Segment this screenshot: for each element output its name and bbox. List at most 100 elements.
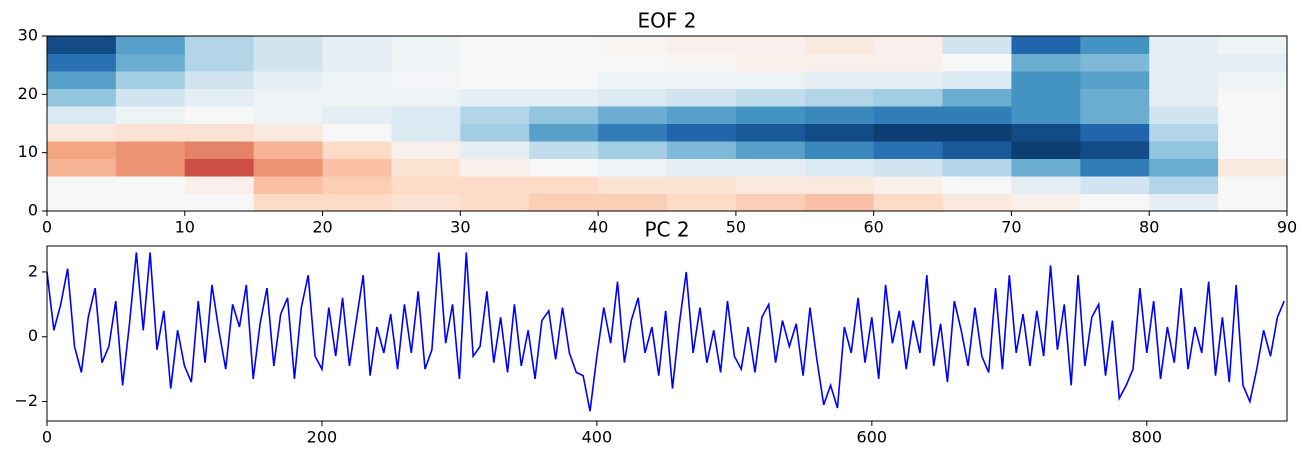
- heatmap-cell: [873, 53, 944, 72]
- y-tick-label: 20: [18, 84, 38, 103]
- heatmap-cell: [1149, 158, 1219, 177]
- x-tick-label: 600: [857, 428, 888, 447]
- heatmap-cell: [184, 158, 255, 177]
- heatmap-cell: [529, 141, 599, 159]
- heatmap-cell: [873, 141, 944, 159]
- heatmap-cell: [47, 193, 117, 212]
- heatmap-cell: [1218, 123, 1288, 142]
- x-tick-label: 60: [863, 218, 883, 237]
- heatmap-cell: [391, 71, 461, 89]
- heatmap-cell: [873, 88, 944, 107]
- heatmap-cell: [47, 123, 117, 142]
- heatmap-cell: [873, 193, 944, 212]
- heatmap-cell: [529, 123, 599, 142]
- heatmap-cell: [460, 106, 530, 124]
- heatmap-cell: [1011, 123, 1081, 142]
- heatmap-cell: [735, 71, 806, 89]
- heatmap-cell: [47, 71, 117, 89]
- heatmap-cell: [804, 53, 875, 72]
- heatmap-cell: [873, 106, 944, 124]
- heatmap-cell: [184, 106, 255, 124]
- heatmap-cell: [1011, 36, 1081, 54]
- heatmap-cell: [1218, 53, 1288, 72]
- heatmap-cell: [942, 158, 1012, 177]
- heatmap-cell: [1149, 36, 1219, 54]
- heatmap-cell: [1149, 88, 1219, 107]
- heatmap-cell: [391, 141, 461, 159]
- heatmap-cell: [1149, 193, 1219, 212]
- heatmap-cell: [667, 71, 737, 89]
- heatmap-cell: [873, 71, 944, 89]
- heatmap-cell: [460, 71, 530, 89]
- x-tick-label: 40: [588, 218, 608, 237]
- heatmap-cell: [322, 106, 392, 124]
- heatmap-cell: [322, 36, 392, 54]
- heatmap-cell: [47, 141, 117, 159]
- heatmap-cell: [322, 88, 392, 107]
- heatmap-cell: [598, 193, 668, 212]
- heatmap-cell: [460, 88, 530, 107]
- heatmap-cell: [735, 123, 806, 142]
- heatmap-cell: [253, 88, 324, 107]
- heatmap-cell: [47, 106, 117, 124]
- heatmap-cell: [391, 88, 461, 107]
- heatmap-cell: [460, 53, 530, 72]
- heatmap-cell: [253, 53, 324, 72]
- x-tick-label: 80: [1139, 218, 1159, 237]
- heatmap-cell: [804, 106, 875, 124]
- heatmap-cell: [667, 141, 737, 159]
- y-tick-label: 0: [28, 201, 38, 220]
- heatmap-cell: [184, 176, 255, 194]
- x-tick-label: 400: [582, 428, 613, 447]
- heatmap-cell: [1080, 88, 1150, 107]
- heatmap-cell: [253, 71, 324, 89]
- heatmap-cell: [1080, 36, 1150, 54]
- heatmap-cell: [667, 123, 737, 142]
- heatmap-cell: [1080, 123, 1150, 142]
- axes-frame: [46, 35, 1288, 212]
- chart-title: EOF 2: [638, 9, 697, 33]
- heatmap-cell: [667, 36, 737, 54]
- heatmap-cell: [184, 123, 255, 142]
- heatmap-cell: [1218, 176, 1288, 194]
- x-tick-label: 0: [42, 218, 52, 237]
- heatmap-cell: [529, 71, 599, 89]
- heatmap-cell: [873, 176, 944, 194]
- heatmap-cell: [735, 176, 806, 194]
- heatmap-cell: [1218, 158, 1288, 177]
- heatmap-cell: [322, 158, 392, 177]
- heatmap-cell: [460, 158, 530, 177]
- heatmap-cell: [735, 106, 806, 124]
- heatmap-cell: [942, 123, 1012, 142]
- heatmap-cell: [322, 193, 392, 212]
- heatmap-cell: [391, 36, 461, 54]
- heatmap-cell: [1011, 193, 1081, 212]
- heatmap-cell: [1011, 158, 1081, 177]
- heatmap-cell: [115, 158, 186, 177]
- line: [46, 252, 1285, 412]
- heatmap-cell: [1149, 176, 1219, 194]
- x-tick-label: 90: [1277, 218, 1297, 237]
- heatmap-cell: [115, 176, 186, 194]
- heatmap-cell: [1011, 106, 1081, 124]
- heatmap-cell: [184, 88, 255, 107]
- heatmap-cell: [598, 71, 668, 89]
- heatmap-cell: [804, 158, 875, 177]
- heatmap-cell: [529, 106, 599, 124]
- heatmap-cell: [529, 193, 599, 212]
- heatmap-cell: [804, 176, 875, 194]
- heatmap-cell: [1080, 53, 1150, 72]
- x-tick-label: 50: [726, 218, 746, 237]
- heatmap-cell: [1080, 71, 1150, 89]
- heatmap-cell: [529, 53, 599, 72]
- heatmap-cell: [184, 71, 255, 89]
- heatmap-cell: [1080, 158, 1150, 177]
- heatmap-cell: [529, 36, 599, 54]
- x-tick-label: 0: [42, 428, 52, 447]
- heatmap-cell: [942, 106, 1012, 124]
- heatmap-cell: [322, 176, 392, 194]
- heatmap-cell: [667, 176, 737, 194]
- heatmap-cell: [735, 88, 806, 107]
- axes-frame: [46, 245, 1288, 422]
